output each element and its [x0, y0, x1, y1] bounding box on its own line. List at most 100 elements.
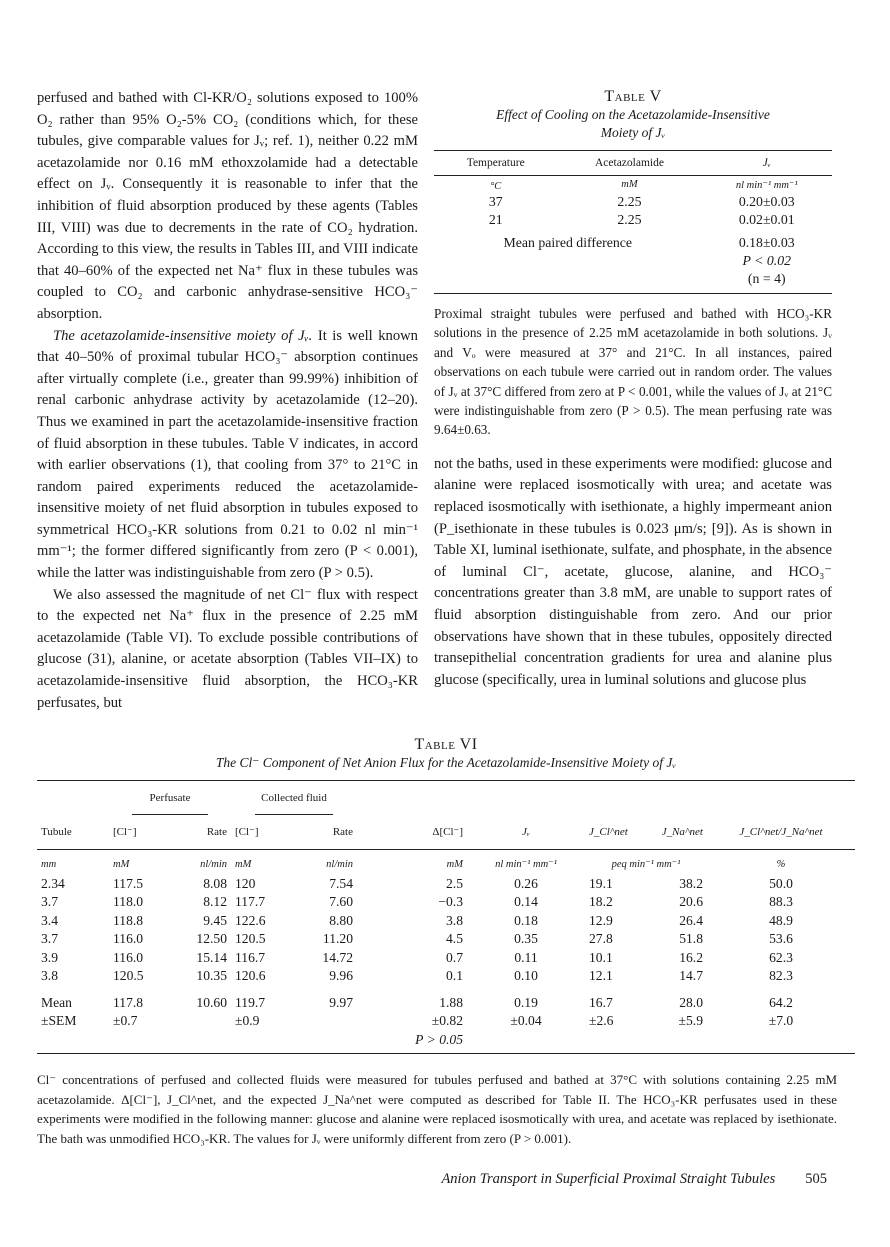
cell: 11.20	[322, 931, 353, 947]
cell: Mean	[41, 994, 72, 1010]
cell: 38.2	[679, 875, 703, 891]
cell: 37	[488, 194, 503, 209]
summary-label: Mean paired difference	[503, 235, 632, 250]
table-name: Table VI	[414, 736, 478, 754]
table6-heading: Table VI The Cl⁻ Component of Net Anion …	[37, 736, 855, 772]
table5-caption: Proximal straight tubules were perfused …	[434, 306, 832, 438]
table-title: Moiety of Jᵥ	[600, 125, 666, 140]
p-value: P < 0.02	[742, 253, 792, 268]
cell: ±0.7	[113, 1013, 138, 1029]
cell: 2.25	[617, 212, 642, 227]
cell: 53.6	[769, 931, 793, 947]
cell: 21	[488, 212, 503, 227]
cell: 3.9	[41, 949, 58, 965]
cell: 19.1	[589, 875, 613, 891]
cell: ±0.9	[235, 1013, 260, 1029]
cell: 0.19	[514, 994, 538, 1010]
column-header: Δ[Cl⁻]	[432, 825, 463, 838]
cell: ±2.6	[589, 1013, 614, 1029]
cell: ±0.04	[510, 1013, 542, 1029]
column-header: Jᵥ	[522, 825, 530, 838]
cell: 8.12	[203, 894, 227, 910]
cell: 3.7	[41, 931, 58, 947]
cell: nl min⁻¹ mm⁻¹	[495, 859, 557, 871]
paragraph: We also assessed the magnitude of net Cl…	[37, 586, 418, 711]
paragraph: perfused and bathed with Cl-KR/O₂ soluti…	[37, 90, 418, 322]
cell: 15.14	[196, 949, 227, 965]
cell: mm	[41, 859, 57, 871]
cell: mM	[235, 859, 252, 871]
table5-heading: Table V Effect of Cooling on the Acetazo…	[434, 88, 832, 142]
cell: 8.08	[203, 875, 227, 891]
cell: 120	[235, 875, 256, 891]
cell: peq min⁻¹ mm⁻¹	[611, 859, 681, 871]
column-header: [Cl⁻]	[113, 825, 137, 838]
left-column: perfused and bathed with Cl-KR/O₂ soluti…	[37, 88, 418, 714]
units-row: mm mM nl/min mM nl/min mM nl min⁻¹ mm⁻¹ peq min…	[37, 850, 855, 875]
cell: 0.20±0.03	[738, 194, 795, 209]
cell: 9.96	[329, 968, 353, 984]
column-header: J_Cl^net/J_Na^net	[739, 825, 823, 838]
cell: 7.60	[329, 894, 353, 910]
cell: 7.54	[329, 875, 353, 891]
cell: 120.5	[113, 968, 144, 984]
cell: 27.8	[589, 931, 613, 947]
table-row: 3.9 116.0 15.14 116.7 14.72 0.7 0.11 10.1 16.2 62…	[37, 949, 855, 968]
cell: 116.0	[113, 931, 144, 947]
cell: nl/min	[200, 859, 227, 871]
cell: 2.5	[446, 875, 463, 891]
cell: 119.7	[235, 994, 266, 1010]
p-value: P > 0.05	[415, 1031, 463, 1047]
cell: 9.45	[203, 912, 227, 928]
cell: ±0.82	[431, 1013, 463, 1029]
cell: 0.11	[514, 949, 538, 965]
section-heading: The acetazolamide-insensitive moiety of …	[53, 327, 313, 344]
n-value: (n = 4)	[747, 271, 786, 286]
column-header: Jᵥ	[762, 157, 771, 169]
sem-row: ±SEM ±0.7 ±0.9 ±0.82 ±0.04 ±2.6 ±5.9 ±7.0	[37, 1012, 855, 1031]
cell: 122.6	[235, 912, 266, 928]
cell: 9.97	[329, 994, 353, 1010]
table-row: 2.34 117.5 8.08 120 7.54 2.5 0.26 19.1 38.2 50.0	[37, 875, 855, 894]
cell: 12.50	[196, 931, 227, 947]
cell: 0.35	[514, 931, 538, 947]
cell: ±5.9	[678, 1013, 703, 1029]
cell: 117.5	[113, 875, 144, 891]
cell: 2.34	[41, 875, 65, 891]
cell: 10.1	[589, 949, 613, 965]
cell: 117.8	[113, 994, 144, 1010]
table6-caption: Cl⁻ concentrations of perfused and colle…	[37, 1072, 837, 1146]
table-row: 3.4 118.8 9.45 122.6 8.80 3.8 0.18 12.9 26.4 48.9	[37, 912, 855, 931]
column-header: Rate	[332, 825, 353, 838]
table-row: 3.8 120.5 10.35 120.6 9.96 0.1 0.10 12.1 14.7 82.…	[37, 967, 855, 986]
paragraph: The acetazolamide-insensitive moiety of …	[37, 326, 418, 585]
cell: 14.72	[322, 949, 353, 965]
cell: 16.7	[589, 994, 613, 1010]
cell: −0.3	[438, 894, 463, 910]
cell: ±7.0	[768, 1013, 794, 1029]
cell: 0.18	[514, 912, 538, 928]
group-header: Collected fluid	[255, 789, 333, 815]
cell: 0.10	[514, 968, 538, 984]
page-footer: Anion Transport in Superficial Proximal …	[37, 1171, 827, 1188]
column-header: Acetazolamide	[594, 157, 664, 169]
cell: 14.7	[679, 968, 703, 984]
cell: 48.9	[769, 912, 793, 928]
cell: 1.88	[439, 994, 463, 1010]
column-header: Rate	[206, 825, 227, 838]
table-row: 37 2.25 0.20±0.03	[434, 193, 832, 211]
cell	[171, 1012, 231, 1031]
cell: 118.8	[113, 912, 144, 928]
cell: 0.02±0.01	[738, 212, 795, 227]
right-column-wrapper: Table V Effect of Cooling on the Acetazo…	[434, 88, 832, 691]
column-header: J_Cl^net	[589, 825, 628, 838]
cell: 3.7	[41, 894, 58, 910]
column-header: [Cl⁻]	[235, 825, 259, 838]
right-column: not the baths, used in these experiments…	[434, 454, 832, 692]
running-title: Anion Transport in Superficial Proximal …	[441, 1170, 776, 1187]
cell: 26.4	[679, 912, 703, 928]
cell: %	[776, 859, 786, 871]
cell: 50.0	[769, 875, 793, 891]
cell: 82.3	[769, 968, 793, 984]
